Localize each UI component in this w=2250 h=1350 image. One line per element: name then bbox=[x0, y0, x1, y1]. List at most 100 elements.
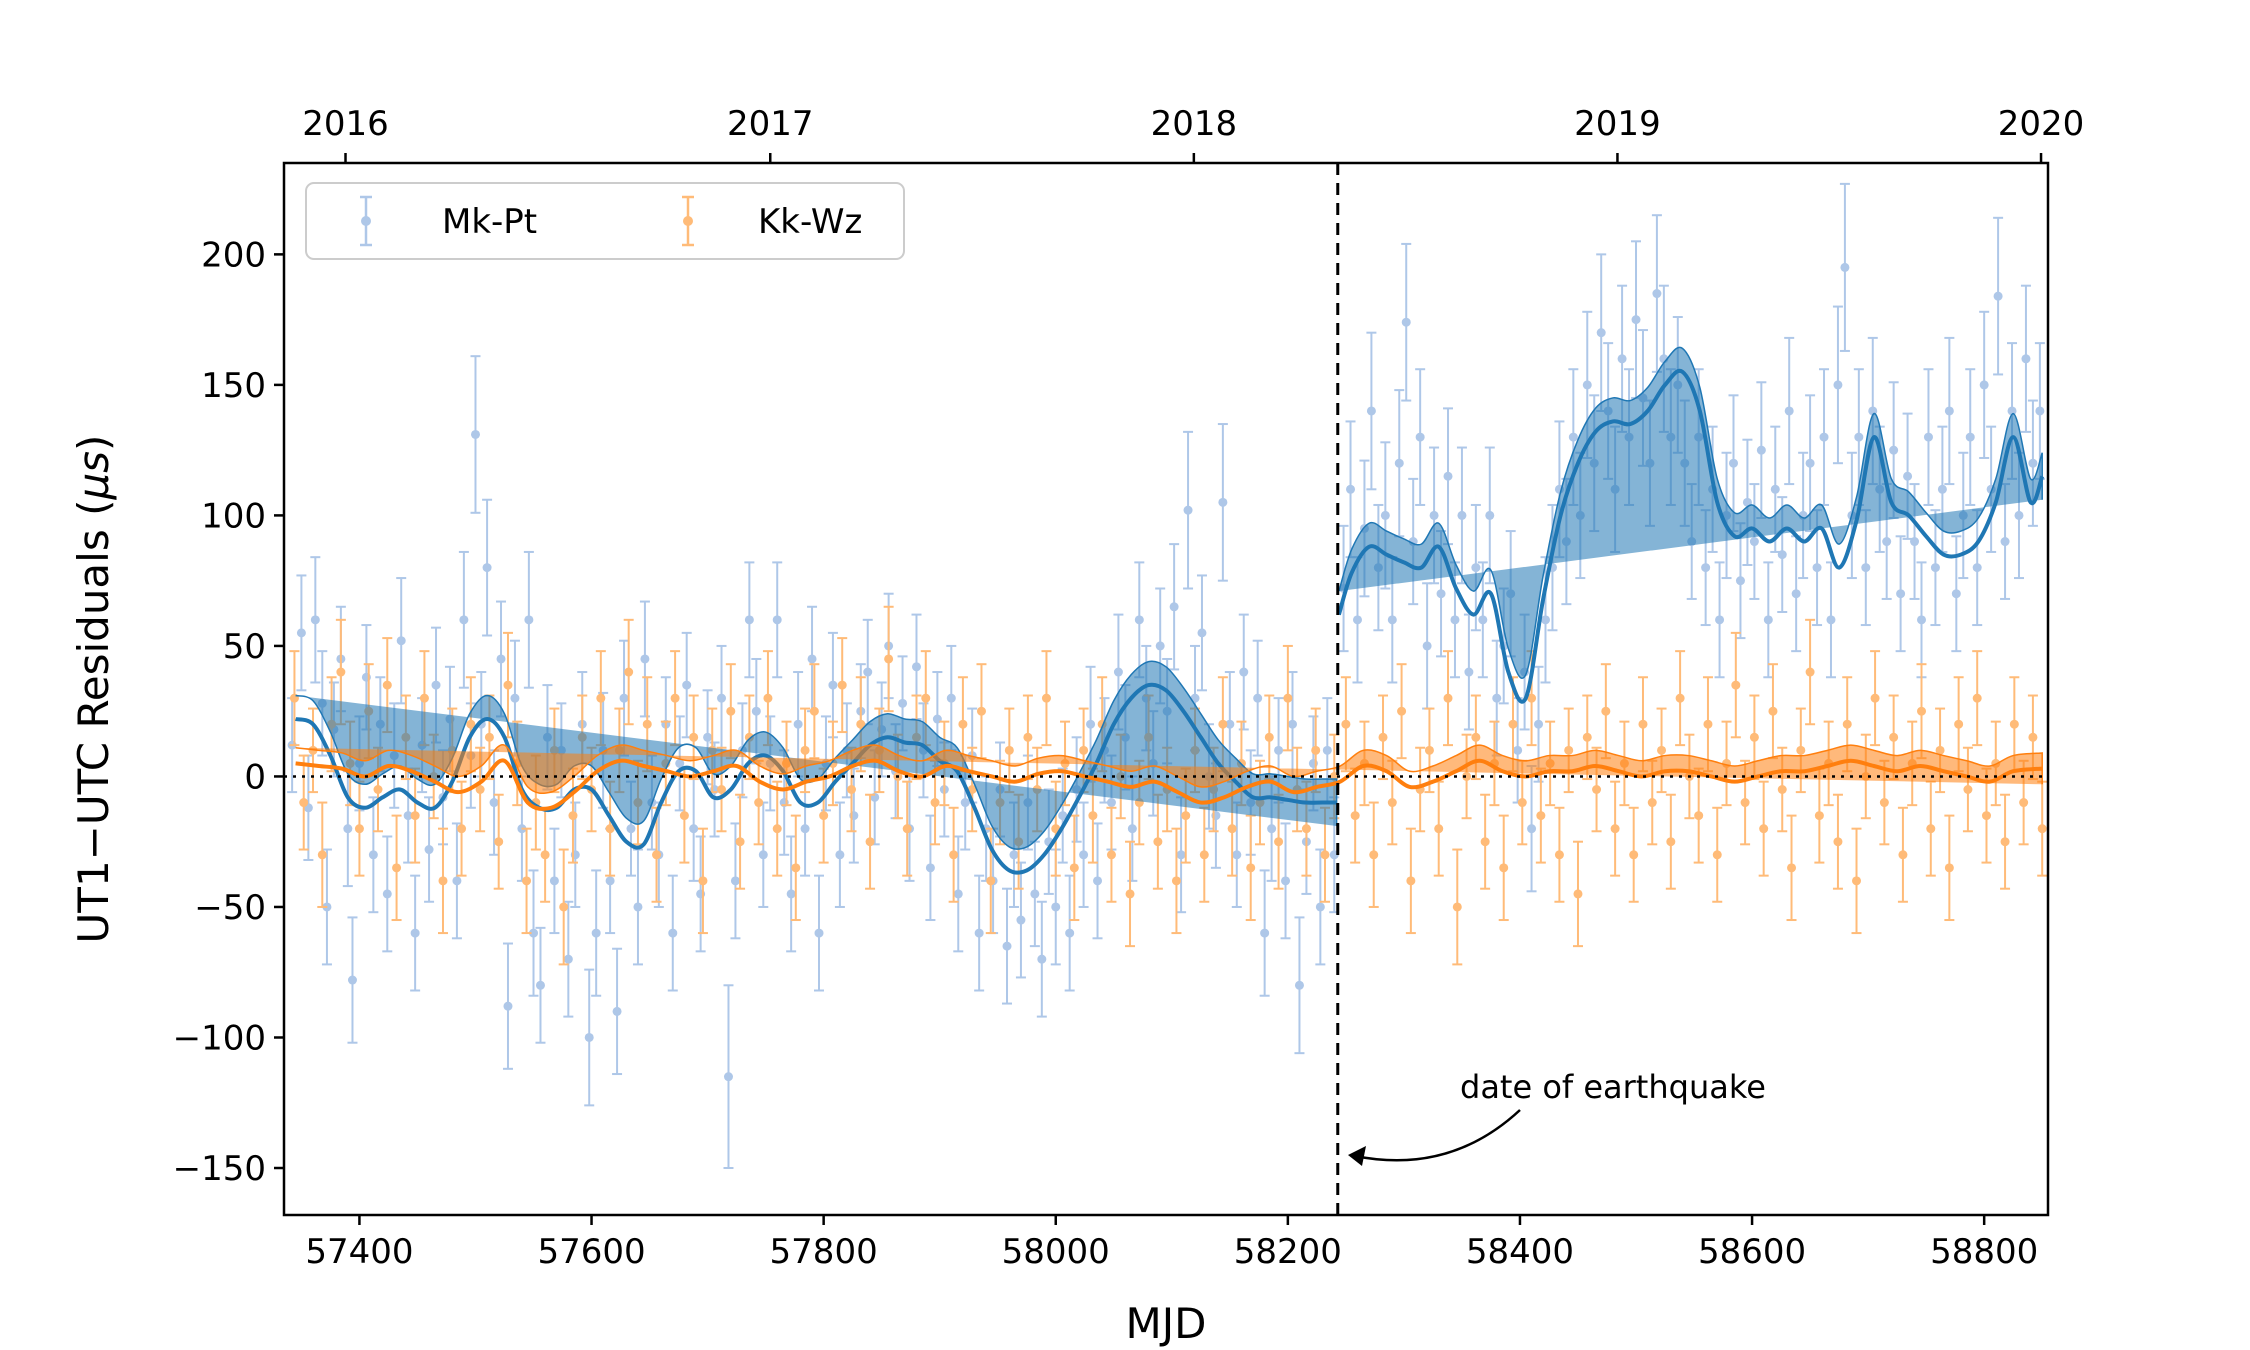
mk-pt-point-117 bbox=[1092, 822, 1103, 940]
data-layer bbox=[284, 182, 2048, 1170]
kk-wz-point-153 bbox=[1712, 806, 1723, 903]
x-tick-label-2: 57800 bbox=[770, 1232, 878, 1272]
mk-pt-point-104 bbox=[1002, 887, 1013, 1005]
kk-wz-point-120 bbox=[1405, 827, 1416, 935]
mk-pt-point-169 bbox=[1456, 446, 1467, 585]
mk-pt-point-210 bbox=[1742, 438, 1753, 567]
kk-wz-point-25 bbox=[521, 827, 532, 935]
mk-pt-point-206 bbox=[1714, 561, 1725, 679]
kk-wz-point-36 bbox=[623, 618, 634, 726]
kk-wz-point-66 bbox=[902, 780, 913, 877]
top-tick-label-3: 2019 bbox=[1574, 104, 1661, 144]
kk-wz-point-161 bbox=[1786, 814, 1797, 922]
kk-wz-point-90 bbox=[1125, 840, 1136, 948]
kk-wz-point-178 bbox=[1944, 814, 1955, 922]
mk-pt-point-106 bbox=[1015, 861, 1026, 979]
y-tick-label-5: 100 bbox=[201, 496, 266, 536]
mk-pt-point-36 bbox=[528, 869, 539, 997]
mk-pt-point-69 bbox=[758, 801, 769, 908]
kk-wz-point-3 bbox=[317, 801, 328, 908]
kk-wz-point-39 bbox=[651, 806, 662, 903]
mk-pt-point-32 bbox=[502, 942, 513, 1070]
kk-wz-point-59 bbox=[837, 637, 848, 734]
mk-pt-point-1 bbox=[296, 574, 307, 692]
mk-pt-point-242 bbox=[1965, 368, 1976, 506]
kk-wz-point-144 bbox=[1628, 806, 1639, 903]
legend-label-kk-wz: Kk-Wz bbox=[758, 202, 862, 242]
mk-pt-point-77 bbox=[814, 874, 825, 992]
kk-wz-point-116 bbox=[1368, 801, 1379, 908]
kk-wz-point-122 bbox=[1424, 707, 1435, 794]
kk-wz-point-107 bbox=[1282, 644, 1293, 752]
kk-wz-point-64 bbox=[883, 605, 894, 713]
mk-pt-point-12 bbox=[368, 796, 379, 914]
kk-wz-point-62 bbox=[865, 793, 876, 890]
legend-marker-mk-pt bbox=[360, 195, 372, 247]
kk-wz-point-181 bbox=[1972, 650, 1983, 747]
kk-wz-point-130 bbox=[1498, 814, 1509, 922]
legend-box bbox=[305, 182, 905, 260]
mk-pt-point-79 bbox=[827, 631, 838, 739]
mk-pt-point-179 bbox=[1526, 765, 1537, 893]
mk-pt-point-84 bbox=[862, 618, 873, 726]
mk-pt-point-39 bbox=[549, 827, 560, 935]
kk-wz-point-149 bbox=[1675, 650, 1686, 747]
kk-wz-point-113 bbox=[1340, 676, 1351, 773]
kk-wz-point-173 bbox=[1897, 806, 1908, 903]
kk-wz-point-155 bbox=[1730, 631, 1741, 739]
mk-pt-point-163 bbox=[1415, 368, 1426, 506]
mk-pt-point-232 bbox=[1895, 535, 1906, 653]
mk-pt-point-239 bbox=[1944, 336, 1955, 486]
kk-wz-point-168 bbox=[1851, 827, 1862, 935]
mk-pt-point-128 bbox=[1169, 543, 1180, 671]
mk-pt-point-138 bbox=[1238, 613, 1249, 731]
mk-pt-fit-line-0 bbox=[295, 682, 1337, 875]
kk-wz-point-170 bbox=[1870, 650, 1881, 747]
mk-pt-point-132 bbox=[1196, 574, 1207, 692]
mk-pt-point-141 bbox=[1259, 869, 1270, 997]
kk-wz-point-136 bbox=[1554, 806, 1565, 903]
mk-pt-point-25 bbox=[458, 550, 469, 689]
x-axis: 57400 57600 57800 58000 58200 58400 58600 58800 bbox=[305, 1215, 2038, 1272]
mk-pt-point-16 bbox=[396, 577, 407, 705]
mk-pt-point-216 bbox=[1784, 336, 1795, 486]
mk-pt-point-65 bbox=[730, 822, 741, 940]
mk-pt-point-9 bbox=[347, 916, 358, 1044]
mk-pt-point-246 bbox=[1993, 216, 2004, 376]
mk-pt-point-221 bbox=[1819, 368, 1830, 506]
kk-wz-point-16 bbox=[437, 827, 448, 935]
mk-pt-point-64 bbox=[723, 984, 734, 1170]
x-tick-label-6: 58600 bbox=[1698, 1232, 1806, 1272]
mk-pt-point-219 bbox=[1805, 394, 1816, 533]
mk-pt-point-44 bbox=[584, 968, 595, 1107]
mk-pt-point-140 bbox=[1252, 639, 1263, 757]
y-axis: −150 −100 −50 0 50 100 150 200 bbox=[173, 235, 284, 1189]
mk-pt-point-222 bbox=[1825, 561, 1836, 679]
kk-wz-point-11 bbox=[391, 814, 402, 922]
mk-pt-point-24 bbox=[451, 822, 462, 940]
mk-pt-point-52 bbox=[639, 600, 650, 718]
y-tick-label-7: 200 bbox=[201, 235, 266, 275]
mk-pt-point-14 bbox=[382, 835, 393, 953]
mk-pt-point-209 bbox=[1735, 522, 1746, 640]
kk-wz-band-0 bbox=[295, 744, 2043, 795]
mk-pt-point-35 bbox=[523, 550, 534, 689]
kk-wz-point-44 bbox=[697, 827, 708, 935]
mk-pt-point-223 bbox=[1832, 305, 1843, 465]
annotation-text: date of earthquake bbox=[1460, 1068, 1766, 1106]
top-tick-label-1: 2017 bbox=[727, 104, 814, 144]
kk-wz-point-147 bbox=[1656, 707, 1667, 794]
kk-wz-point-52 bbox=[772, 780, 783, 877]
mk-pt-point-73 bbox=[786, 835, 797, 953]
mk-pt-point-56 bbox=[667, 874, 678, 992]
top-tick-label-4: 2020 bbox=[1998, 104, 2085, 144]
x-tick-label-0: 57400 bbox=[305, 1232, 413, 1272]
kk-wz-point-23 bbox=[502, 631, 513, 739]
mk-pt-point-71 bbox=[772, 561, 783, 679]
kk-wz-point-184 bbox=[2000, 793, 2011, 890]
mk-pt-point-171 bbox=[1470, 503, 1481, 632]
kk-wz-point-126 bbox=[1461, 733, 1472, 820]
kk-wz-point-119 bbox=[1396, 663, 1407, 760]
y-tick-label-0: −150 bbox=[173, 1149, 266, 1189]
x-tick-label-4: 58200 bbox=[1234, 1232, 1342, 1272]
